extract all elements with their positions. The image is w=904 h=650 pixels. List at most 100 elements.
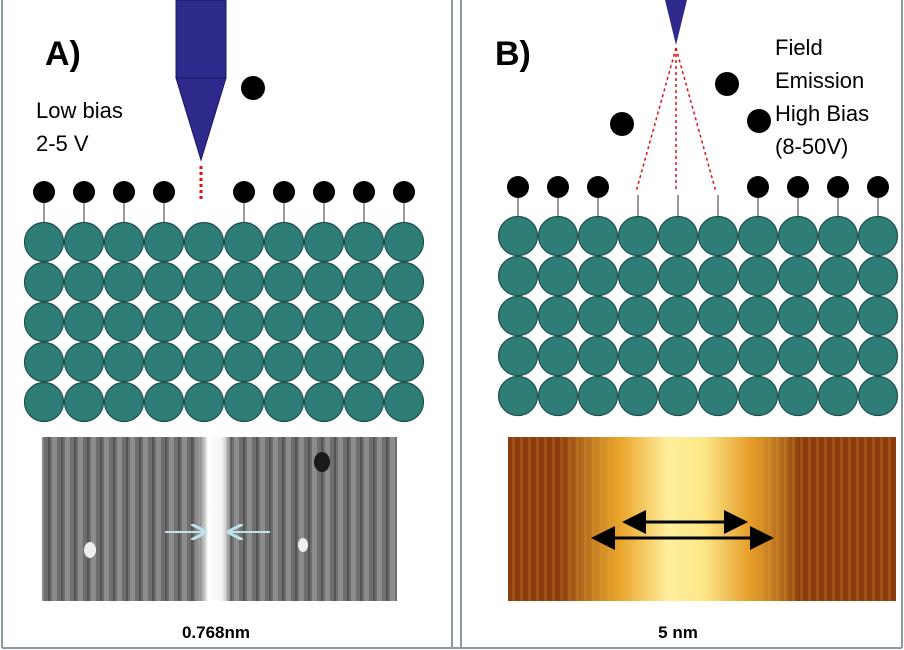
atom	[779, 337, 818, 376]
adsorbate	[273, 181, 295, 203]
adsorbate	[867, 176, 889, 198]
bias-text: Emission	[775, 68, 864, 93]
atom	[499, 337, 538, 376]
atom	[265, 223, 304, 262]
atom	[499, 297, 538, 336]
electron	[610, 112, 634, 136]
atom	[345, 223, 384, 262]
stm-tip	[176, 0, 226, 160]
atom	[699, 217, 738, 256]
atom	[345, 383, 384, 422]
atom	[819, 297, 858, 336]
atom	[779, 257, 818, 296]
adsorbate	[313, 181, 335, 203]
atom	[659, 297, 698, 336]
atom	[25, 223, 64, 262]
atom	[65, 223, 104, 262]
adsorbate	[587, 176, 609, 198]
atom	[859, 257, 898, 296]
atom	[539, 337, 578, 376]
atom	[739, 217, 778, 256]
atom	[699, 377, 738, 416]
adsorbate	[353, 181, 375, 203]
atom	[65, 343, 104, 382]
atom	[859, 337, 898, 376]
atom	[25, 263, 64, 302]
atom	[105, 343, 144, 382]
atom	[145, 263, 184, 302]
atom	[539, 217, 578, 256]
atom	[225, 223, 264, 262]
atom	[859, 217, 898, 256]
adsorbate	[33, 181, 55, 203]
atom	[579, 337, 618, 376]
atom	[225, 263, 264, 302]
atom	[265, 303, 304, 342]
atom	[619, 297, 658, 336]
atom	[225, 383, 264, 422]
atom	[699, 337, 738, 376]
atom	[659, 217, 698, 256]
atom	[105, 223, 144, 262]
atom	[579, 257, 618, 296]
atom	[145, 383, 184, 422]
atom	[185, 343, 224, 382]
atom	[619, 337, 658, 376]
panel-label: A)	[45, 35, 81, 73]
atom	[739, 337, 778, 376]
atom	[739, 257, 778, 296]
atom	[345, 303, 384, 342]
electron	[747, 109, 771, 133]
atom	[265, 383, 304, 422]
electron	[715, 72, 739, 96]
atom	[385, 383, 424, 422]
atom	[65, 263, 104, 302]
atom	[659, 337, 698, 376]
adsorbate	[547, 176, 569, 198]
adsorbate	[787, 176, 809, 198]
atom	[499, 217, 538, 256]
atom	[305, 303, 344, 342]
atom	[145, 223, 184, 262]
atom	[385, 263, 424, 302]
adsorbate	[827, 176, 849, 198]
panel-label: B)	[495, 35, 531, 73]
atom	[539, 377, 578, 416]
atom	[345, 263, 384, 302]
atom	[185, 303, 224, 342]
atom	[225, 303, 264, 342]
atom	[265, 263, 304, 302]
figure: A) Low bias 2-5 V 0.768nm B) Field Emiss…	[0, 0, 904, 650]
bias-text: Low bias	[36, 98, 123, 123]
atom	[579, 297, 618, 336]
atom	[265, 343, 304, 382]
atom	[699, 257, 738, 296]
atom	[859, 377, 898, 416]
bias-text: (8-50V)	[775, 134, 848, 159]
adsorbate	[113, 181, 135, 203]
atom	[619, 217, 658, 256]
atom	[579, 377, 618, 416]
atom	[385, 303, 424, 342]
atom	[819, 337, 858, 376]
atom	[499, 257, 538, 296]
atom	[739, 377, 778, 416]
atom	[619, 377, 658, 416]
atom	[105, 303, 144, 342]
atom	[105, 383, 144, 422]
atom	[859, 297, 898, 336]
atom	[305, 263, 344, 302]
atom	[145, 303, 184, 342]
atom	[659, 377, 698, 416]
atom	[779, 217, 818, 256]
atom	[819, 217, 858, 256]
field-emission	[636, 48, 716, 192]
atom	[145, 343, 184, 382]
atom	[305, 343, 344, 382]
stm-image-a	[42, 437, 397, 601]
atom	[579, 217, 618, 256]
atom	[225, 343, 264, 382]
adsorbate	[233, 181, 255, 203]
atom	[619, 257, 658, 296]
atom	[305, 223, 344, 262]
